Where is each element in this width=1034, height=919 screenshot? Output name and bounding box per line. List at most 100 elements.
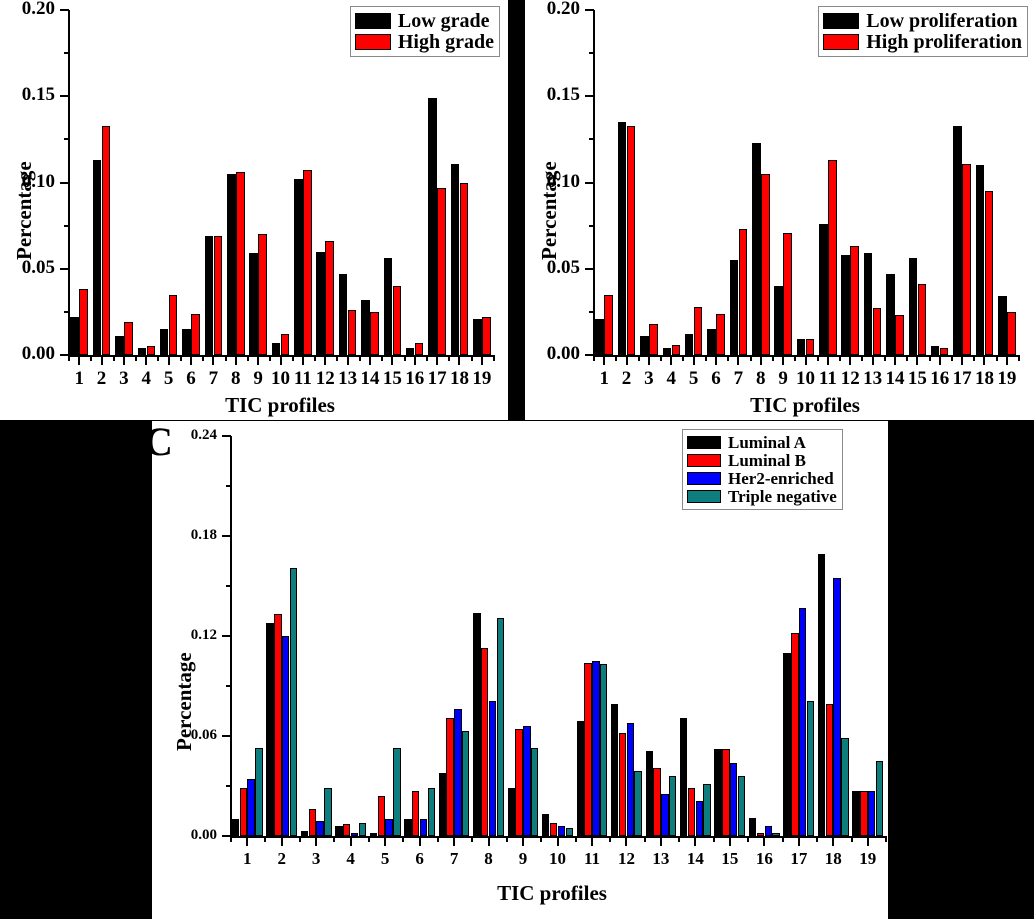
bar-panel-c-g9-4 [531, 747, 539, 836]
bar-panel-c-g2-3 [281, 636, 290, 836]
bar-panel-b-g12-2 [850, 246, 859, 355]
panel-b-x-tick-major [670, 355, 673, 365]
legend-label: Triple negative [728, 487, 837, 506]
panel-a: Percentage TIC profiles 0.00 0.05 0.10 0.15… [0, 0, 508, 420]
legend-item-c-1[interactable]: Luminal A [687, 434, 837, 451]
panel-c-x-tick-major [590, 836, 593, 846]
panel-a-x-tick-major [122, 355, 125, 365]
panel-a-x-tick-label: 5 [163, 368, 174, 389]
bar-panel-c-g13-1 [645, 751, 653, 836]
bar-panel-b-g6-1 [707, 329, 716, 355]
bar-panel-c-g8-3 [488, 701, 497, 836]
bar-panel-b-g18-2 [984, 191, 994, 355]
bar-panel-b-g2-2 [626, 125, 636, 355]
panel-c-x-tick-label: 14 [686, 849, 704, 868]
panel-b-bars-area [593, 10, 1018, 355]
panel-a-y-tick-major [60, 267, 69, 270]
panel-b-x-tick-label: 17 [952, 368, 972, 389]
legend-item-a-1[interactable]: Low grade [354, 11, 494, 31]
bar-panel-c-g4-3 [350, 832, 359, 836]
panel-b-x-tick-label: 7 [733, 368, 744, 389]
panel-a-x-tick-minor [448, 355, 451, 361]
bar-panel-c-g6-1 [404, 819, 412, 836]
legend-item-c-4[interactable]: Triple negative [687, 488, 837, 505]
bar-panel-a-g1-1 [70, 317, 79, 355]
panel-c: C Percentage TIC profiles 0.00 0.06 0.12 0.… [152, 421, 888, 919]
panel-c-x-tick-label: 8 [484, 849, 493, 868]
panel-c-x-tick-minor [298, 836, 301, 842]
bar-panel-b-g11-2 [828, 160, 837, 355]
panel-c-y-tick-label: 0.18 [190, 526, 217, 543]
panel-a-x-tick-minor [425, 355, 428, 361]
panel-b-x-tick-minor [637, 355, 640, 361]
panel-b-x-tick-minor [839, 355, 842, 361]
panel-a-x-tick-label: 9 [253, 368, 263, 389]
panel-b-x-tick-major [804, 355, 807, 365]
panel-c-plot: 0.00 0.06 0.12 0.18 0.24 1 2 3 4 5 6 7 8 9 10 11 12 13 14 1… [191, 427, 887, 868]
bar-panel-c-g18-2 [825, 704, 834, 836]
legend-item-a-2[interactable]: High grade [354, 32, 494, 52]
bar-panel-a-g7-1 [204, 235, 214, 355]
bar-panel-b-g7-2 [738, 229, 748, 355]
panel-a-x-tick-major [234, 355, 237, 365]
panel-c-x-tick-minor [747, 836, 750, 842]
legend-item-c-2[interactable]: Luminal B [687, 452, 837, 469]
bar-panel-b-g10-2 [805, 339, 815, 355]
bar-panel-a-g1-2 [79, 289, 88, 355]
bar-panel-b-g7-1 [729, 260, 739, 355]
panel-a-x-tick-minor [493, 355, 495, 361]
panel-b-x-tick-major [826, 355, 829, 365]
bar-panel-a-g3-2 [124, 322, 133, 355]
panel-b-x-tick-minor [682, 355, 685, 361]
bar-panel-c-g1-3 [247, 779, 255, 836]
panel-b-x-tick-label: 15 [907, 368, 927, 389]
panel-a-x-tick-minor [224, 355, 227, 361]
panel-b-x-tick-minor [973, 355, 976, 361]
panel-c-x-tick-label: 13 [652, 849, 670, 868]
panel-c-x-tick-minor [781, 836, 784, 842]
legend-swatch-icon [687, 490, 721, 503]
panel-a-x-tick-minor [90, 355, 93, 361]
panel-b-x-tick-minor [883, 355, 886, 361]
panel-c-x-tick-major [728, 836, 731, 846]
panel-a-y-axis-line [68, 10, 70, 356]
bar-panel-a-g18-1 [450, 163, 460, 355]
bar-panel-c-g16-1 [748, 817, 757, 836]
bar-panel-c-g18-4 [841, 737, 849, 836]
panel-c-x-tick-major [866, 836, 869, 846]
bar-panel-c-g8-2 [480, 647, 489, 836]
panel-b-x-tick-minor [727, 355, 730, 361]
panel-c-x-tick-minor [264, 836, 267, 842]
panel-a-y-tick-major [60, 9, 69, 11]
bar-panel-c-g17-1 [783, 652, 791, 836]
bar-panel-a-g16-1 [405, 348, 415, 355]
bar-panel-c-g7-2 [446, 717, 454, 836]
panel-c-x-tick-minor [643, 836, 646, 842]
bar-panel-c-g11-3 [592, 661, 600, 836]
bar-panel-a-g7-2 [213, 235, 223, 355]
bar-panel-c-g11-1 [576, 721, 584, 836]
panel-c-x-tick-major [315, 836, 318, 846]
panel-c-x-axis-title: TIC profiles [497, 881, 607, 905]
bar-panel-c-g10-4 [565, 827, 573, 836]
panel-c-x-tick-major [625, 836, 628, 846]
panel-b-x-axis-title: TIC profiles [750, 393, 860, 417]
bar-panel-c-g12-3 [626, 722, 635, 836]
bar-panel-b-g3-1 [640, 336, 649, 355]
bar-panel-a-g8-2 [236, 172, 245, 355]
panel-b-x-tick-major [893, 355, 896, 365]
legend-item-c-3[interactable]: Her2-enriched [687, 470, 837, 487]
legend-item-b-1[interactable]: Low proliferation [823, 11, 1022, 31]
bar-panel-c-g19-2 [860, 791, 868, 836]
panel-b-y-tick-minor [589, 52, 594, 55]
panel-a-x-tick-minor [403, 355, 406, 361]
bar-panel-b-g15-1 [908, 258, 918, 355]
panel-a-x-tick-minor [246, 355, 249, 361]
bar-panel-c-g3-2 [308, 809, 316, 836]
panel-b-x-tick-label: 8 [756, 368, 766, 389]
bar-panel-b-g9-2 [783, 232, 792, 355]
panel-c-x-tick-minor [436, 836, 439, 842]
panel-b-x-tick-label: 10 [796, 368, 815, 389]
legend-item-b-2[interactable]: High proliferation [823, 32, 1022, 52]
bar-panel-a-g6-1 [182, 329, 191, 355]
